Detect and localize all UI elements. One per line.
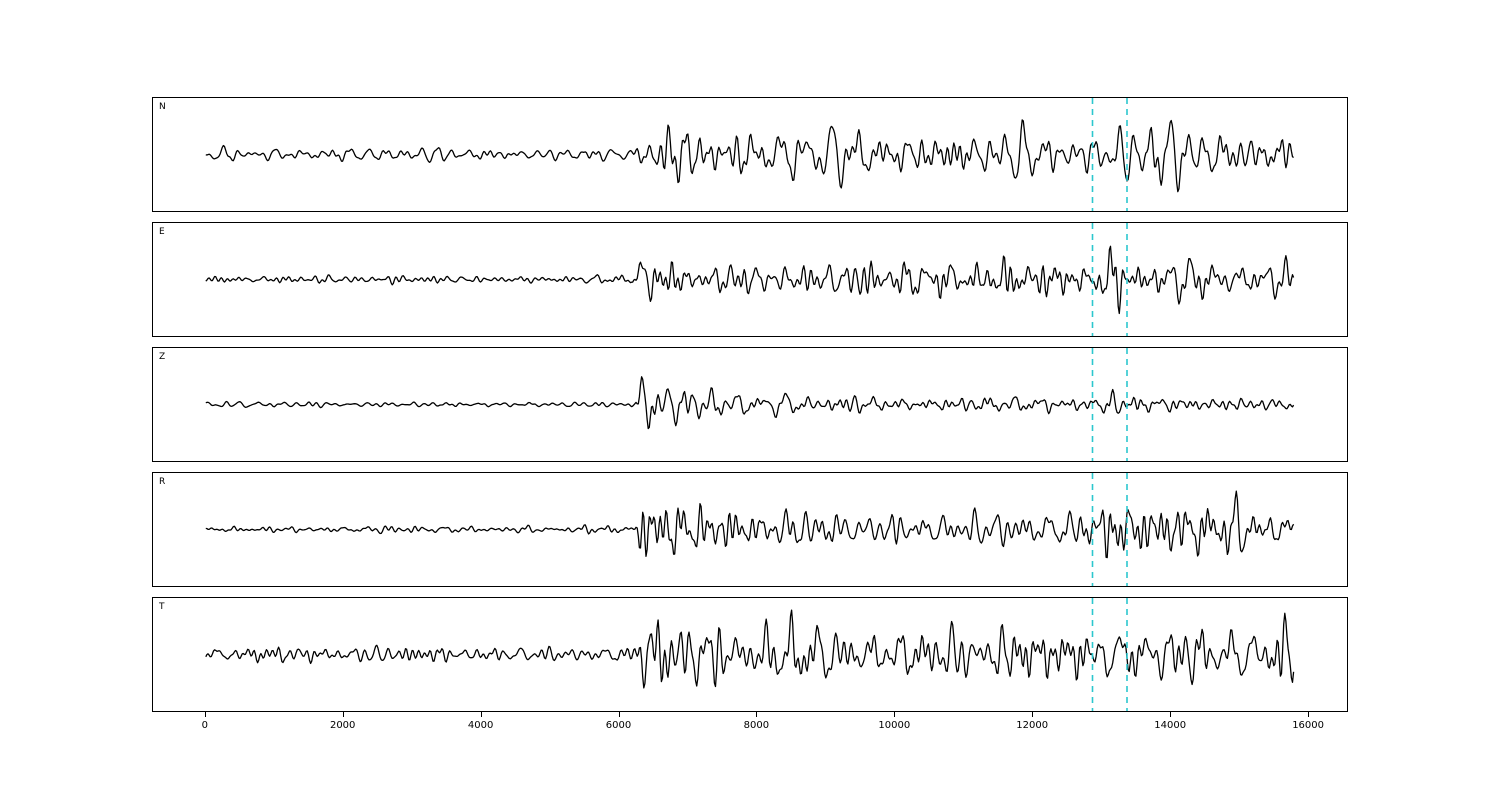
x-tick-label: 12000 [1016,720,1049,731]
x-tick-mark [894,712,896,717]
x-tick-mark [1032,712,1034,717]
x-tick-label: 2000 [329,720,356,731]
waveform-svg [205,223,1295,336]
trace-panel: T [152,597,1348,712]
x-axis: 0 2000 4000 6000 8000 10000 12000 14000 16000 [152,712,1348,746]
x-tick-label: 14000 [1154,720,1187,731]
trace-label: T [159,602,165,612]
x-tick-label: 4000 [467,720,494,731]
seismic-trace [205,609,1295,689]
trace-label: Z [159,352,166,362]
x-tick-label: 16000 [1292,720,1324,731]
trace-label: N [159,102,166,112]
seismic-trace [205,376,1295,430]
trace-panel: R [152,472,1348,587]
seismic-trace [205,119,1294,193]
waveform-svg [205,98,1294,211]
x-tick-mark [342,712,344,717]
trace-panel: N [152,97,1348,212]
x-tick-mark [1308,712,1310,717]
x-tick-label: 0 [201,720,208,731]
waveform-svg [205,598,1295,711]
trace-label: R [159,477,166,487]
trace-panel: Z [152,347,1348,462]
panels: N E Z R T [152,97,1348,712]
trace-panel: E [152,222,1348,337]
seismic-trace [205,490,1295,559]
seismogram-figure: N E Z R T [152,97,1348,722]
x-tick-mark [480,712,482,717]
x-tick-label: 10000 [878,720,911,731]
seismic-trace [205,245,1295,315]
x-tick-mark [1170,712,1172,717]
x-tick-mark [618,712,620,717]
x-tick-label: 6000 [605,720,632,731]
waveform-svg [205,348,1295,461]
trace-label: E [159,227,165,237]
x-tick-mark [756,712,758,717]
x-tick-mark [204,712,206,717]
x-tick-label: 8000 [743,720,770,731]
waveform-svg [205,473,1295,586]
